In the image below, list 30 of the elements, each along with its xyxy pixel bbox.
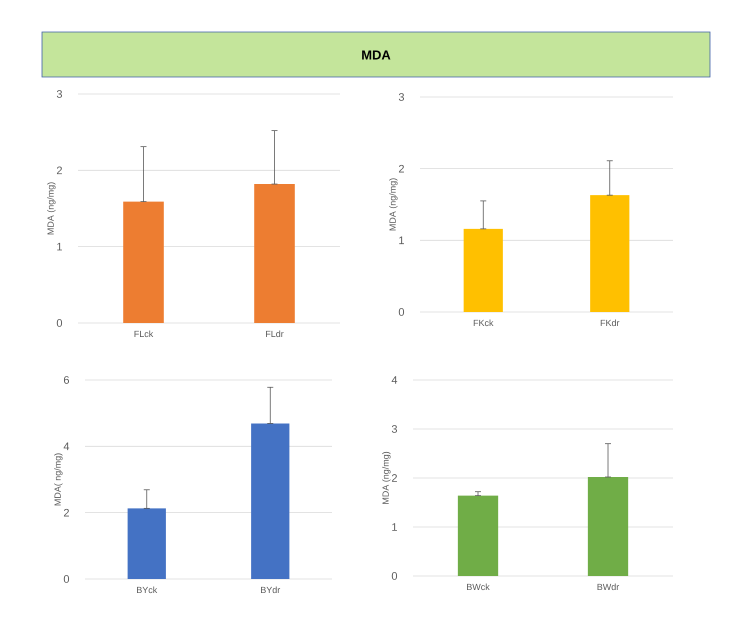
y-tick-label: 2 — [398, 164, 404, 172]
x-tick-label: FKck — [474, 320, 494, 326]
y-tick-label: 1 — [399, 236, 404, 244]
x-tick-label: BWck — [467, 584, 490, 590]
y-axis-title: MDA (ng/mg) — [389, 178, 398, 230]
y-tick-label: 4 — [392, 376, 398, 384]
y-axis-title: MDA( ng/mg) — [54, 453, 63, 506]
y-tick-label: 1 — [392, 523, 397, 531]
y-tick-label: 0 — [64, 575, 70, 583]
y-tick-label: 0 — [392, 572, 398, 580]
x-tick-label: FLck — [134, 330, 154, 338]
y-tick-label: 4 — [64, 442, 70, 450]
x-tick-label: FKdr — [600, 320, 620, 326]
y-axis-title: MDA (ng/mg) — [382, 452, 391, 504]
y-tick-label: 0 — [56, 319, 62, 327]
y-tick-label: 6 — [64, 376, 69, 384]
y-tick-label: 3 — [56, 90, 62, 98]
x-tick-label: FLdr — [266, 330, 284, 338]
y-tick-label: 2 — [392, 474, 397, 482]
x-tick-label: BYdr — [261, 586, 280, 594]
y-tick-label: 1 — [57, 242, 62, 250]
y-axis-title: MDA (ng/mg) — [47, 182, 56, 234]
y-tick-label: 3 — [398, 93, 404, 101]
x-tick-label: BYck — [137, 586, 158, 594]
y-tick-label: 2 — [56, 166, 62, 174]
x-tick-label: BWdr — [598, 584, 620, 590]
y-tick-label: 0 — [398, 308, 404, 316]
y-tick-label: 3 — [392, 425, 398, 433]
y-tick-label: 2 — [64, 508, 69, 516]
text: MDA — [362, 50, 390, 60]
